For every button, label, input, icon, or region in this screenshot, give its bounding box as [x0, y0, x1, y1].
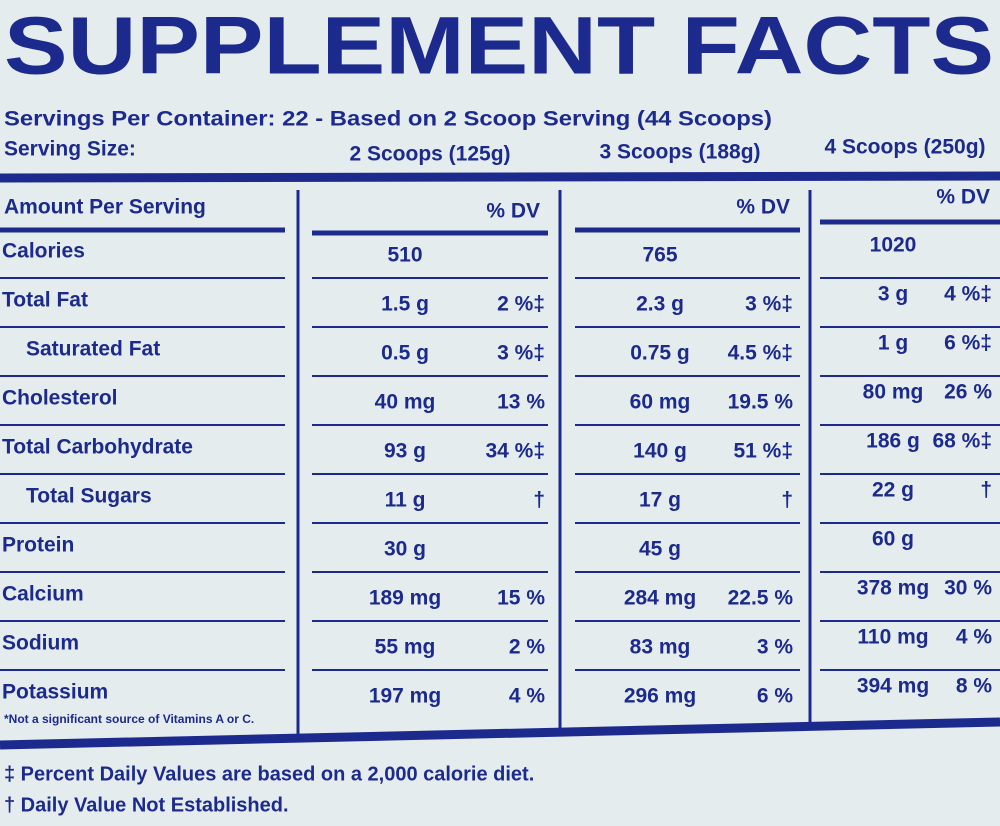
- header-cell: % DV: [486, 200, 540, 223]
- amount: 1.5 g: [381, 293, 429, 316]
- nutrient-name: Cholesterol: [2, 387, 118, 410]
- amount: 83 mg: [630, 636, 691, 659]
- divider: [0, 171, 1000, 183]
- amount: 186 g: [866, 430, 920, 453]
- daily-value: 30 %: [944, 577, 992, 600]
- daily-value: 6 %: [757, 685, 794, 708]
- daily-value: 3 %‡: [497, 342, 545, 365]
- amount: 80 mg: [863, 381, 924, 404]
- amount: 17 g: [639, 489, 681, 512]
- amount: 110 mg: [857, 626, 928, 649]
- amount: 2.3 g: [636, 293, 684, 316]
- daily-value: 51 %‡: [733, 440, 793, 463]
- daily-value: †: [781, 489, 793, 512]
- daily-value: 4 %: [509, 685, 546, 708]
- amount: 0.5 g: [381, 342, 429, 365]
- nutrient-name: Total Sugars: [26, 485, 152, 508]
- amount: 510: [387, 244, 422, 267]
- amount: 189 mg: [369, 587, 441, 610]
- amount: 197 mg: [369, 685, 441, 708]
- amount: 60 mg: [630, 391, 691, 414]
- serving-size-label: Serving Size:: [4, 138, 136, 161]
- amount: 45 g: [639, 538, 681, 561]
- daily-value: †: [980, 479, 992, 502]
- daily-value: 4 %: [956, 626, 993, 649]
- nutrient-name: Protein: [2, 534, 74, 557]
- amount: 140 g: [633, 440, 687, 463]
- title: SUPPLEMENT FACTS: [4, 1, 994, 92]
- nutrient-name: Saturated Fat: [26, 338, 160, 361]
- amount: 765: [642, 244, 677, 267]
- nutrient-name: Potassium: [2, 681, 108, 704]
- daily-value: 3 %‡: [745, 293, 793, 316]
- serving-size: 2 Scoops (125g): [349, 143, 510, 166]
- daily-value: 22.5 %: [728, 587, 794, 610]
- amount: 93 g: [384, 440, 426, 463]
- nutrient-name: Sodium: [2, 632, 79, 655]
- daily-value: 3 %: [757, 636, 794, 659]
- amount: 11 g: [385, 489, 426, 512]
- daily-value: 2 %: [509, 636, 546, 659]
- footnote: † Daily Value Not Established.: [4, 794, 289, 816]
- daily-value: 8 %: [956, 675, 993, 698]
- daily-value: 2 %‡: [497, 293, 545, 316]
- serving-size: 4 Scoops (250g): [824, 136, 985, 159]
- servings-per-container: Servings Per Container: 22 - Based on 2 …: [4, 108, 772, 131]
- amount: 60 g: [872, 528, 914, 551]
- amount: 1 g: [878, 332, 908, 355]
- amount: 378 mg: [857, 577, 929, 600]
- amount: 1020: [870, 234, 917, 257]
- daily-value: †: [533, 489, 545, 512]
- divider: [0, 717, 1000, 750]
- amount: 22 g: [872, 479, 914, 502]
- daily-value: 13 %: [497, 391, 545, 414]
- daily-value: 6 %‡: [944, 332, 992, 355]
- nutrient-name: Total Carbohydrate: [2, 436, 193, 459]
- daily-value: 26 %: [944, 381, 992, 404]
- amount: 30 g: [384, 538, 426, 561]
- serving-size: 3 Scoops (188g): [599, 141, 760, 164]
- daily-value: 4 %‡: [944, 283, 992, 306]
- amount: 0.75 g: [630, 342, 690, 365]
- daily-value: 4.5 %‡: [728, 342, 793, 365]
- amount: 394 mg: [857, 675, 929, 698]
- amount: 284 mg: [624, 587, 696, 610]
- note: *Not a significant source of Vitamins A …: [4, 712, 254, 726]
- daily-value: 34 %‡: [485, 440, 545, 463]
- amount: 55 mg: [375, 636, 436, 659]
- amount: 296 mg: [624, 685, 696, 708]
- header-cell: % DV: [936, 186, 990, 209]
- nutrient-name: Total Fat: [2, 289, 88, 312]
- daily-value: 15 %: [497, 587, 545, 610]
- nutrient-name: Calories: [2, 240, 85, 263]
- footnote: ‡ Percent Daily Values are based on a 2,…: [4, 763, 534, 785]
- daily-value: 19.5 %: [728, 391, 794, 414]
- nutrient-name: Calcium: [2, 583, 84, 606]
- daily-value: 68 %‡: [932, 430, 992, 453]
- amount: 3 g: [878, 283, 908, 306]
- header-cell: % DV: [736, 196, 790, 219]
- header-cell: Amount Per Serving: [4, 196, 206, 219]
- amount: 40 mg: [375, 391, 436, 414]
